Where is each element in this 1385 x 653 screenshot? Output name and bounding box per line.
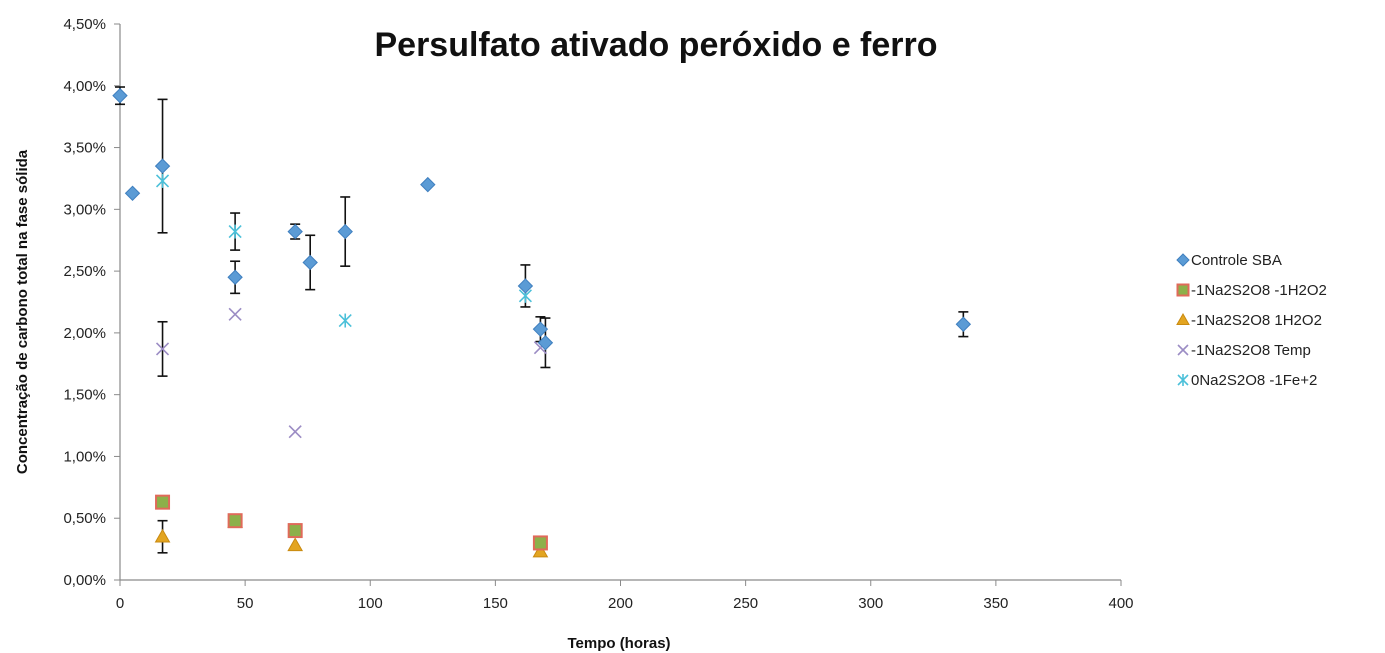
data-point-controle-sba xyxy=(537,335,554,351)
y-tick-label: 0,00% xyxy=(63,572,106,589)
data-point-0na2s2o8-1fe-2 xyxy=(228,224,242,239)
data-point-1na2s2o8-temp xyxy=(155,342,170,356)
diamond-marker xyxy=(302,254,318,271)
y-tick-label: 1,50% xyxy=(63,387,106,404)
triangle-marker xyxy=(154,528,171,543)
legend-marker xyxy=(1177,374,1189,386)
data-point-controle-sba xyxy=(227,269,243,285)
legend-label: Controle SBA xyxy=(1191,252,1282,269)
x-tick-label: 200 xyxy=(608,595,633,612)
square-marker xyxy=(1176,283,1190,297)
data-point-1na2s2o8-temp xyxy=(288,425,302,439)
square-marker xyxy=(155,494,171,510)
diamond-marker xyxy=(537,335,554,351)
x-tick-label: 150 xyxy=(483,595,508,612)
diamond-marker xyxy=(420,176,436,193)
chart-title: Persulfato ativado peróxido e ferro xyxy=(374,26,937,64)
x-tick-label: 300 xyxy=(858,595,883,612)
data-point-0na2s2o8-1fe-2 xyxy=(338,313,352,328)
legend-label: 0Na2S2O8 -1Fe+2 xyxy=(1191,372,1317,389)
y-tick-label: 2,50% xyxy=(63,263,106,280)
error-bars xyxy=(115,86,969,554)
data-point-1na2s2o8-1h2o2 xyxy=(532,543,549,558)
data-point-1na2s2o8-1h2o2 xyxy=(532,535,548,551)
x-tick-label: 400 xyxy=(1108,595,1133,612)
y-tick-label: 3,50% xyxy=(63,140,106,157)
data-point-controle-sba xyxy=(302,254,318,271)
diamond-marker xyxy=(287,223,303,240)
diamond-marker xyxy=(955,316,972,332)
square-marker xyxy=(227,513,243,529)
legend-marker xyxy=(1176,283,1190,297)
diamond-marker xyxy=(227,269,243,285)
data-point-1na2s2o8-1h2o2 xyxy=(227,513,243,529)
data-point-controle-sba xyxy=(420,176,436,193)
data-point-0na2s2o8-1fe-2 xyxy=(155,173,170,188)
axes: 0,00% 0,50% 1,00% 1,50% 2,00% 2,50% 3,00% 3,50%… xyxy=(63,16,1133,612)
legend-marker xyxy=(1177,344,1189,356)
data-point-1na2s2o8-1h2o2 xyxy=(155,494,171,510)
x-tick-label: 250 xyxy=(733,595,758,612)
legend-item: -1Na2S2O8 -1H2O2 xyxy=(1176,282,1327,299)
diamond-marker xyxy=(337,223,353,240)
legend: Controle SBA -1Na2S2O8 -1H2O2 -1Na2S2O8 1H… xyxy=(1176,252,1327,389)
data-point-controle-sba xyxy=(154,158,171,174)
y-tick-label: 4,50% xyxy=(63,16,106,33)
data-point-controle-sba xyxy=(517,278,534,294)
data-point-controle-sba xyxy=(112,87,128,104)
data-point-1na2s2o8-temp xyxy=(228,307,242,321)
x-tick-label: 50 xyxy=(237,595,254,612)
x-axis-title: Tempo (horas) xyxy=(567,635,670,652)
legend-marker xyxy=(1176,253,1190,267)
diamond-marker xyxy=(112,87,128,104)
diamond-marker xyxy=(517,278,534,294)
x-tick-label: 350 xyxy=(983,595,1008,612)
y-tick-label: 4,00% xyxy=(63,78,106,95)
legend-label: -1Na2S2O8 1H2O2 xyxy=(1191,312,1322,329)
data-point-controle-sba xyxy=(337,223,353,240)
legend-item: Controle SBA xyxy=(1176,252,1282,269)
y-axis-title: Concentração de carbono total na fase só… xyxy=(14,149,31,474)
legend-item: -1Na2S2O8 Temp xyxy=(1177,342,1311,359)
y-tick-label: 2,00% xyxy=(63,325,106,342)
diamond-marker xyxy=(124,185,141,201)
data-point-controle-sba xyxy=(124,185,141,201)
x-marker-stroke xyxy=(228,307,242,321)
x-marker-stroke xyxy=(155,342,170,356)
diamond-marker xyxy=(154,158,171,174)
x-tick-label: 100 xyxy=(358,595,383,612)
data-point-controle-sba xyxy=(955,316,972,332)
data-point-1na2s2o8-1h2o2 xyxy=(154,528,171,543)
data-points xyxy=(112,87,972,558)
y-tick-label: 0,50% xyxy=(63,510,106,527)
x-marker-stroke xyxy=(1177,344,1189,356)
y-tick-label: 3,00% xyxy=(63,201,106,218)
x-tick-label: 0 xyxy=(116,595,124,612)
legend-marker xyxy=(1176,312,1190,325)
triangle-marker xyxy=(532,543,549,558)
square-marker xyxy=(532,535,548,551)
data-point-1na2s2o8-1h2o2 xyxy=(287,537,304,552)
x-marker-stroke xyxy=(288,425,302,439)
data-point-controle-sba xyxy=(287,223,303,240)
legend-label: -1Na2S2O8 -1H2O2 xyxy=(1191,282,1327,299)
legend-item: 0Na2S2O8 -1Fe+2 xyxy=(1177,372,1317,389)
data-point-1na2s2o8-1h2o2 xyxy=(287,523,303,539)
triangle-marker xyxy=(1176,312,1190,325)
legend-label: -1Na2S2O8 Temp xyxy=(1191,342,1311,359)
legend-item: -1Na2S2O8 1H2O2 xyxy=(1176,312,1322,329)
data-point-controle-sba xyxy=(532,321,549,337)
diamond-marker xyxy=(532,321,549,337)
y-tick-label: 1,00% xyxy=(63,448,106,465)
diamond-marker xyxy=(1176,253,1190,267)
square-marker xyxy=(287,523,303,539)
triangle-marker xyxy=(287,537,304,552)
